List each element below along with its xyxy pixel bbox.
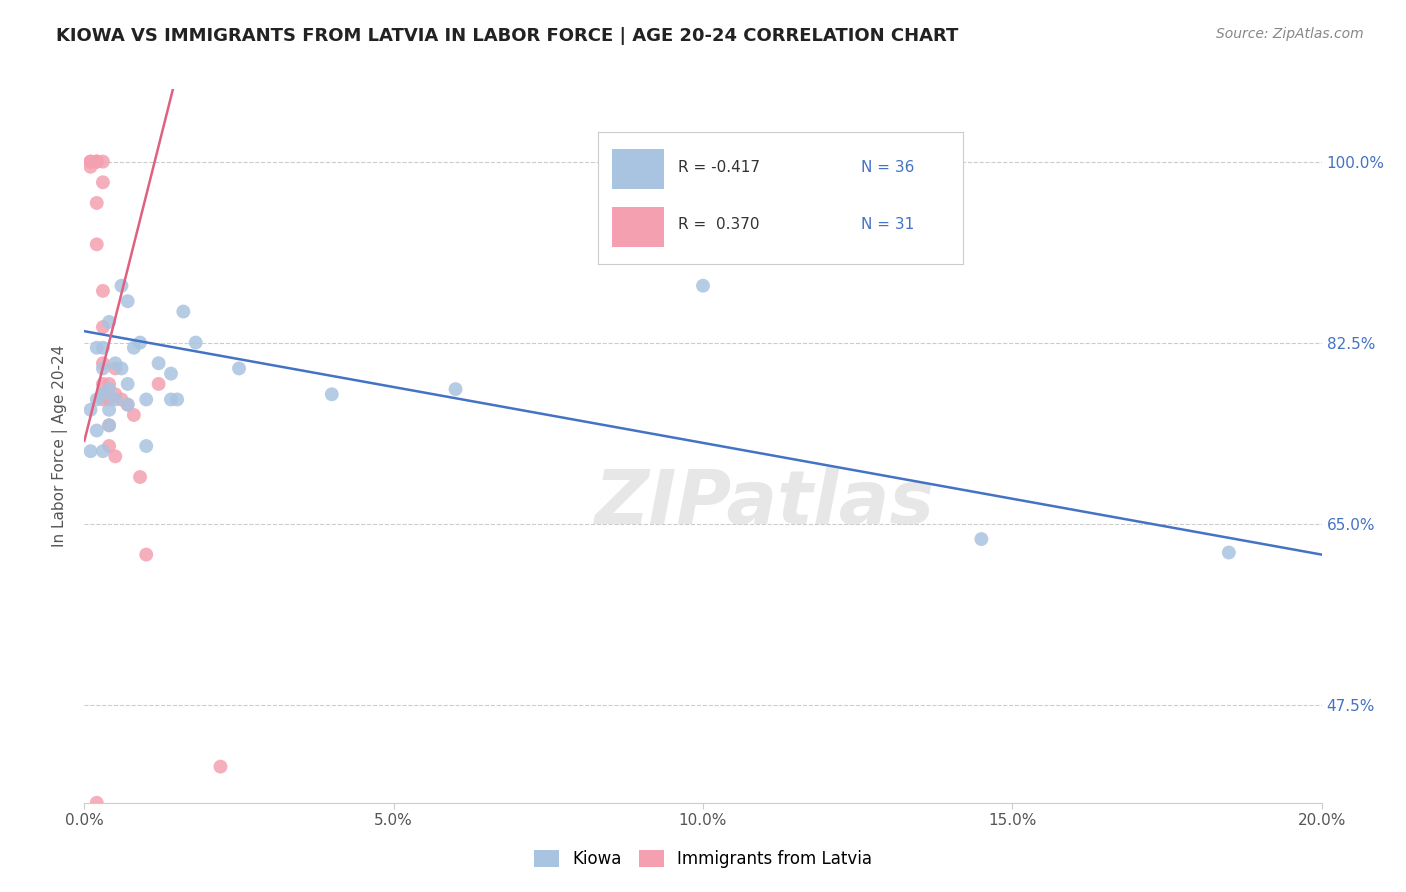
Point xyxy=(91,387,114,401)
Point xyxy=(160,392,183,407)
Point xyxy=(98,418,121,433)
Point xyxy=(91,356,114,370)
Point xyxy=(166,392,188,407)
Point xyxy=(104,450,127,464)
Point xyxy=(91,154,114,169)
Point xyxy=(79,444,101,458)
Point xyxy=(117,376,139,391)
Point xyxy=(91,444,114,458)
Point xyxy=(91,387,114,401)
Point xyxy=(98,418,121,433)
Point xyxy=(110,392,132,407)
Point xyxy=(1218,545,1240,559)
Point xyxy=(148,376,170,391)
Point xyxy=(86,154,108,169)
Point xyxy=(98,382,121,396)
Point xyxy=(86,237,108,252)
Point xyxy=(135,548,157,562)
Point xyxy=(160,367,183,381)
Point xyxy=(79,160,101,174)
Point xyxy=(129,335,152,350)
Point xyxy=(91,284,114,298)
Text: KIOWA VS IMMIGRANTS FROM LATVIA IN LABOR FORCE | AGE 20-24 CORRELATION CHART: KIOWA VS IMMIGRANTS FROM LATVIA IN LABOR… xyxy=(56,27,959,45)
Legend: Kiowa, Immigrants from Latvia: Kiowa, Immigrants from Latvia xyxy=(527,843,879,875)
Point xyxy=(117,398,139,412)
Point xyxy=(86,154,108,169)
Point xyxy=(104,361,127,376)
Text: Source: ZipAtlas.com: Source: ZipAtlas.com xyxy=(1216,27,1364,41)
Point xyxy=(104,356,127,370)
Point xyxy=(122,408,145,422)
Point xyxy=(98,439,121,453)
Point xyxy=(98,315,121,329)
Point xyxy=(79,154,101,169)
Point xyxy=(129,470,152,484)
Point xyxy=(110,278,132,293)
Point xyxy=(321,387,343,401)
Point xyxy=(122,341,145,355)
Point xyxy=(104,387,127,401)
Point xyxy=(91,175,114,189)
Point xyxy=(135,439,157,453)
Point xyxy=(209,759,232,773)
Point xyxy=(86,154,108,169)
Point xyxy=(148,356,170,370)
Point xyxy=(91,320,114,334)
Point xyxy=(98,376,121,391)
Point xyxy=(117,398,139,412)
Point xyxy=(86,196,108,211)
Point xyxy=(86,392,108,407)
Point xyxy=(91,392,114,407)
Point xyxy=(135,392,157,407)
Point xyxy=(117,294,139,309)
Point xyxy=(86,341,108,355)
Point xyxy=(86,424,108,438)
Point xyxy=(104,392,127,407)
Point xyxy=(98,392,121,407)
Point xyxy=(91,376,114,391)
Point xyxy=(172,304,194,318)
Point xyxy=(91,361,114,376)
Y-axis label: In Labor Force | Age 20-24: In Labor Force | Age 20-24 xyxy=(52,345,69,547)
Point xyxy=(79,154,101,169)
Point xyxy=(110,361,132,376)
Point xyxy=(970,532,993,546)
Point xyxy=(184,335,207,350)
Text: ZIPatlas: ZIPatlas xyxy=(595,467,935,540)
Point xyxy=(228,361,250,376)
Point xyxy=(79,402,101,417)
Point xyxy=(444,382,467,396)
Point xyxy=(91,341,114,355)
Point xyxy=(86,796,108,810)
Point xyxy=(692,278,714,293)
Point xyxy=(98,402,121,417)
